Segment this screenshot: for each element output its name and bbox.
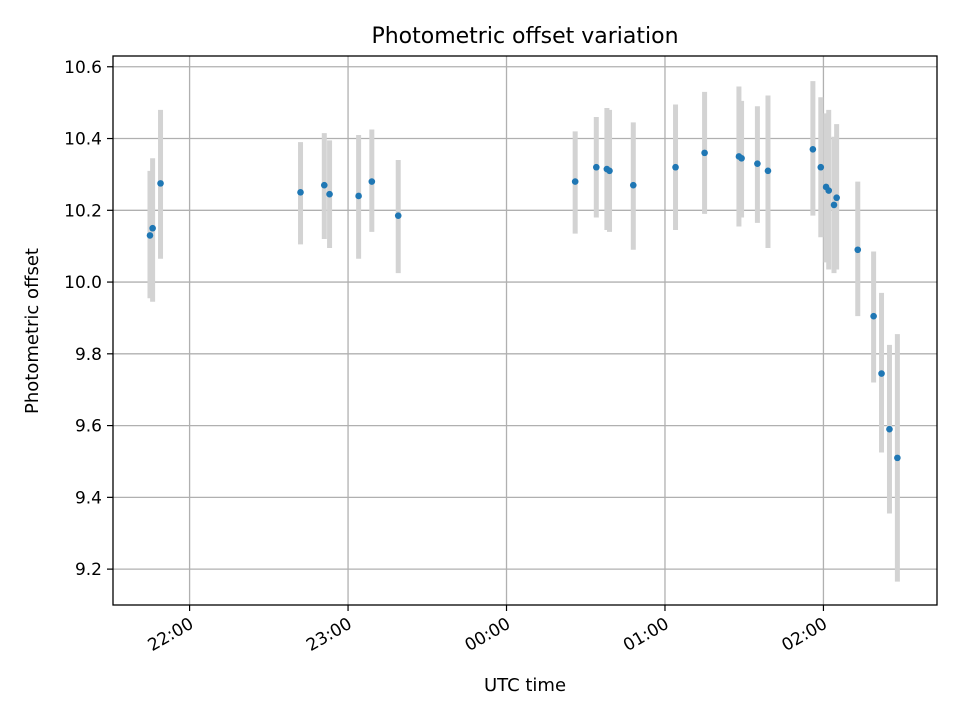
data-point bbox=[886, 425, 893, 433]
x-axis-label: UTC time bbox=[484, 675, 566, 696]
x-tick-label: 23:00 bbox=[303, 614, 355, 656]
data-point bbox=[764, 167, 772, 175]
data-point bbox=[854, 246, 862, 254]
grid bbox=[113, 56, 937, 605]
data-point bbox=[738, 154, 745, 162]
data-point bbox=[149, 224, 156, 232]
data-point bbox=[870, 312, 877, 320]
y-tick-label: 10.4 bbox=[64, 130, 102, 150]
data-point bbox=[606, 167, 613, 175]
data-point bbox=[825, 187, 833, 194]
data-point bbox=[629, 181, 637, 189]
data-point bbox=[320, 181, 328, 189]
data-points bbox=[146, 145, 901, 462]
x-tick-label: 22:00 bbox=[145, 614, 197, 656]
y-tick-label: 9.4 bbox=[75, 488, 102, 508]
data-point bbox=[809, 145, 817, 153]
data-point bbox=[701, 149, 708, 157]
data-point bbox=[894, 454, 901, 462]
x-tick-label: 02:00 bbox=[779, 614, 831, 656]
data-point bbox=[355, 192, 362, 200]
data-point bbox=[833, 194, 840, 202]
data-point bbox=[817, 163, 825, 171]
data-point bbox=[830, 201, 838, 209]
y-axis: 9.2 9.4 9.6 9.8 10.0 10.2 10.4 10.6 bbox=[64, 58, 113, 580]
chart-title: Photometric offset variation bbox=[371, 24, 678, 49]
y-tick-label: 9.2 bbox=[75, 560, 102, 580]
data-point bbox=[593, 163, 600, 171]
data-point bbox=[672, 163, 679, 171]
plot-frame bbox=[112, 55, 938, 606]
y-tick-label: 9.6 bbox=[75, 417, 102, 437]
y-tick-label: 10.0 bbox=[64, 273, 102, 293]
y-tick-label: 9.8 bbox=[75, 345, 102, 365]
data-point bbox=[368, 178, 376, 185]
data-point bbox=[157, 180, 164, 187]
data-point bbox=[297, 189, 304, 196]
data-point bbox=[878, 370, 885, 377]
x-axis: 22:00 23:00 00:00 01:00 02:00 bbox=[145, 605, 831, 656]
error-bars bbox=[147, 81, 900, 582]
data-point bbox=[571, 178, 579, 185]
data-point bbox=[146, 232, 154, 239]
y-tick-label: 10.2 bbox=[64, 201, 102, 221]
x-tick-label: 00:00 bbox=[462, 614, 514, 656]
data-point bbox=[394, 212, 402, 219]
data-point bbox=[326, 190, 333, 198]
x-tick-label: 01:00 bbox=[620, 614, 672, 656]
y-tick-label: 10.6 bbox=[64, 58, 102, 78]
data-point bbox=[754, 160, 761, 167]
y-axis-label: Photometric offset bbox=[22, 248, 43, 414]
